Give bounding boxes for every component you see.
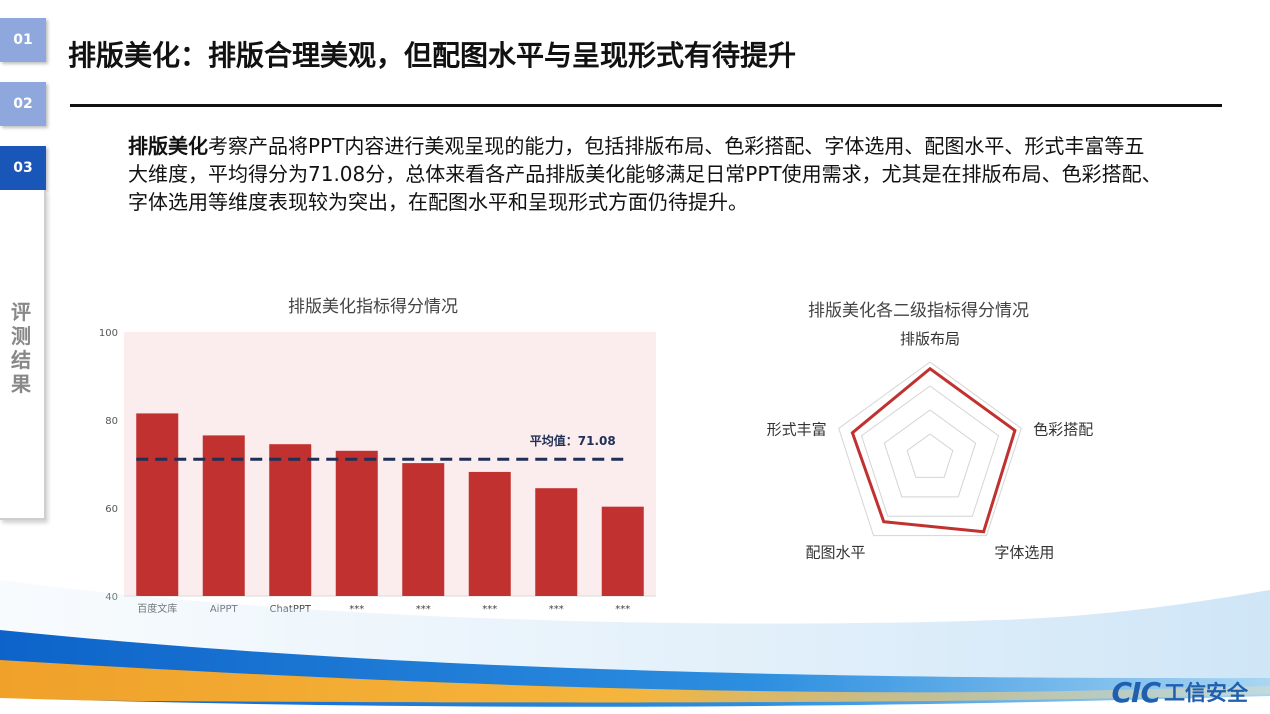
x-tick-label: *** [416,604,431,615]
x-tick-label: *** [349,604,364,615]
radar-axis-label-3: 配图水平 [806,544,866,562]
bar-0 [136,413,179,596]
bar-6 [535,488,578,596]
radar-ring-2 [883,409,977,498]
radar-ring-3 [860,385,1000,517]
page-title: 排版美化：排版合理美观，但配图水平与呈现形式有待提升 [68,39,797,72]
bar-3 [335,450,378,596]
radar-ring-1 [906,433,954,478]
cic-logo: CIC 工信安全 [1111,675,1248,709]
radar-axis-label-1: 色彩搭配 [1033,420,1093,438]
bar-4 [402,463,445,596]
radar-chart-title: 排版美化各二级指标得分情况 [808,301,1029,321]
bar-2 [269,444,312,596]
logo-text: 工信安全 [1164,681,1248,705]
radar-ring-4 [838,361,1022,537]
radar-axis-label-2: 字体选用 [994,544,1054,562]
section-label: 评测结果 [11,300,31,396]
bar-5 [468,471,511,596]
x-tick-label: *** [615,604,630,615]
y-tick-label: 100 [99,328,118,339]
radar-series [850,366,1017,534]
radar-axis-label-4: 形式丰富 [767,420,827,438]
bar-1 [202,435,245,596]
intro-bold-lead: 排版美化 [128,134,208,158]
logo-mark: CIC [1111,675,1161,709]
x-tick-label: *** [549,604,564,615]
intro-text: 考察产品将PPT内容进行美观呈现的能力，包括排版布局、色彩搭配、字体选用、配图水… [128,134,1162,214]
y-tick-label: 60 [105,504,118,515]
bar-7 [601,506,644,596]
bar-chart: 406080100百度文库AiPPTChatPPT***************… [92,324,672,624]
average-label: 平均值：71.08 [530,433,616,448]
intro-paragraph: 排版美化考察产品将PPT内容进行美观呈现的能力，包括排版布局、色彩搭配、字体选用… [128,132,1163,216]
footer-wave-decoration [0,580,1270,714]
tab-02[interactable]: 02 [0,82,46,126]
title-divider [70,104,1222,107]
y-tick-label: 80 [105,416,118,427]
section-side-panel [0,190,46,520]
x-tick-label: *** [482,604,497,615]
radar-axis-label-0: 排版布局 [900,330,960,348]
tab-03-active[interactable]: 03 [0,146,46,190]
bar-chart-title: 排版美化指标得分情况 [288,297,458,317]
tab-01[interactable]: 01 [0,18,46,62]
